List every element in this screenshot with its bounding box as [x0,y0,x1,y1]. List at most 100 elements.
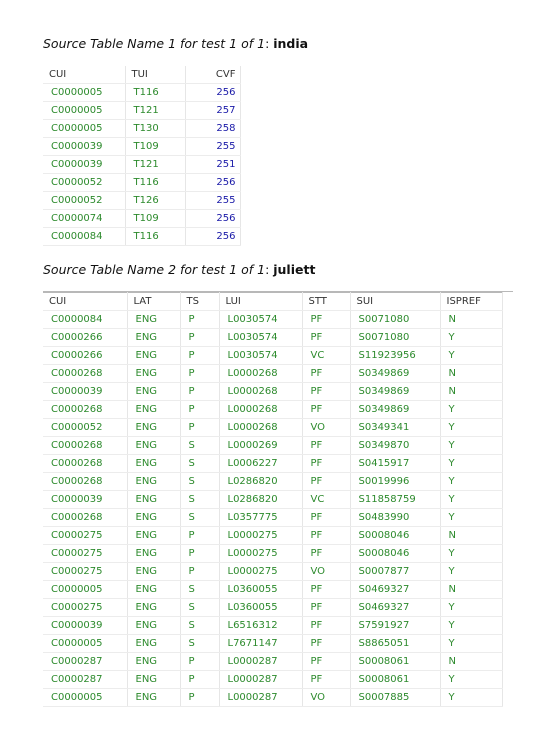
cell-tui: T126 [125,191,186,210]
cell-lat: ENG [127,418,181,437]
cell-sui: S0007877 [350,562,441,581]
cell-cui: C0000005 [43,580,128,599]
cell-tui: T116 [125,173,186,192]
cell-sui: S0071080 [350,328,441,347]
cell-stt: PF [302,436,351,455]
cell-ts: P [180,310,220,329]
cell-ts: S [180,436,220,455]
table-row: C0000052 ENG P L0000268 VO S0349341 Y [43,418,503,437]
cell-stt: PF [302,328,351,347]
cell-lat: ENG [127,544,181,563]
cell-ts: S [180,616,220,635]
cell-stt: PF [302,454,351,473]
cell-ts: P [180,688,220,707]
cell-ts: P [180,670,220,689]
cell-ts: S [180,472,220,491]
cell-ispref: Y [440,328,503,347]
table-1-body: C0000005 T116 256 C0000005 T121 257 C0000005 T1… [43,83,241,246]
cell-lui: L0000268 [219,418,303,437]
cell-lat: ENG [127,436,181,455]
cell-tui: T109 [125,137,186,156]
cell-cui: C0000275 [43,598,128,617]
cell-lat: ENG [127,562,181,581]
table-row: C0000074 T109 256 [43,209,241,228]
cell-sui: S0469327 [350,580,441,599]
table-row: C0000266 ENG P L0030574 PF S0071080 Y [43,328,503,347]
table-row: C0000039 ENG P L0000268 PF S0349869 N [43,382,503,401]
cell-cui: C0000084 [43,227,126,246]
table-caption-2: Source Table Name 2 for test 1 of 1: jul… [43,262,315,277]
cell-sui: S0008061 [350,652,441,671]
cell-ispref: Y [440,346,503,365]
cell-sui: S0008046 [350,544,441,563]
cell-cui: C0000074 [43,209,126,228]
cell-cvf: 255 [185,191,241,210]
cell-stt: VO [302,562,351,581]
cell-ts: P [180,346,220,365]
table-row: C0000052 T126 255 [43,191,241,210]
cell-stt: PF [302,382,351,401]
cell-lat: ENG [127,688,181,707]
cell-cui: C0000005 [43,688,128,707]
table-row: C0000005 T116 256 [43,83,241,102]
cell-cui: C0000039 [43,382,128,401]
cell-ispref: Y [440,454,503,473]
cell-cui: C0000005 [43,83,126,102]
table-row: C0000039 ENG S L0286820 VC S11858759 Y [43,490,503,509]
cell-lui: L0006227 [219,454,303,473]
table-caption-1: Source Table Name 1 for test 1 of 1: ind… [43,36,308,51]
table-row: C0000287 ENG P L0000287 PF S0008061 Y [43,670,503,689]
cell-ispref: Y [440,400,503,419]
table-row: C0000084 T116 256 [43,227,241,246]
table-row: C0000268 ENG S L0006227 PF S0415917 Y [43,454,503,473]
cell-ispref: N [440,526,503,545]
cell-cui: C0000052 [43,173,126,192]
cell-lat: ENG [127,364,181,383]
cell-cui: C0000287 [43,652,128,671]
cell-ispref: Y [440,418,503,437]
cell-ispref: Y [440,670,503,689]
table-2-body: C0000084 ENG P L0030574 PF S0071080 N C0000266 E… [43,310,503,707]
caption-1-table-name: india [273,36,309,51]
cell-stt: PF [302,364,351,383]
cell-cui: C0000005 [43,119,126,138]
cell-lui: L0286820 [219,490,303,509]
cell-lat: ENG [127,670,181,689]
cell-lui: L0360055 [219,580,303,599]
cell-stt: VO [302,418,351,437]
cell-lui: L0000287 [219,652,303,671]
cell-ispref: N [440,310,503,329]
cell-cvf: 255 [185,137,241,156]
cell-ts: P [180,562,220,581]
caption-2-table-name: juliett [273,262,316,277]
cell-sui: S8865051 [350,634,441,653]
cell-sui: S0008046 [350,526,441,545]
cell-lui: L0030574 [219,346,303,365]
cell-lui: L0000287 [219,688,303,707]
cell-cui: C0000268 [43,400,128,419]
table-row: C0000268 ENG P L0000268 PF S0349869 Y [43,400,503,419]
table-header-row: CUI LAT TS LUI STT SUI ISPREF [43,292,503,311]
cell-stt: PF [302,472,351,491]
cell-sui: S7591927 [350,616,441,635]
table-row: C0000005 ENG S L0360055 PF S0469327 N [43,580,503,599]
cell-cui: C0000266 [43,346,128,365]
column-header-cui: CUI [43,292,128,311]
cell-ispref: N [440,382,503,401]
cell-tui: T116 [125,227,186,246]
cell-cui: C0000005 [43,101,126,120]
cell-lui: L0000287 [219,670,303,689]
table-row: C0000039 T109 255 [43,137,241,156]
column-header-lui: LUI [219,292,303,311]
table-row: C0000268 ENG P L0000268 PF S0349869 N [43,364,503,383]
table-row: C0000005 ENG P L0000287 VO S0007885 Y [43,688,503,707]
cell-lui: L0000268 [219,382,303,401]
cell-ispref: N [440,580,503,599]
table-row: C0000268 ENG S L0286820 PF S0019996 Y [43,472,503,491]
cell-stt: PF [302,670,351,689]
table-row: C0000005 T121 257 [43,101,241,120]
cell-cvf: 251 [185,155,241,174]
cell-lui: L0000268 [219,364,303,383]
cell-lat: ENG [127,346,181,365]
cell-cui: C0000266 [43,328,128,347]
